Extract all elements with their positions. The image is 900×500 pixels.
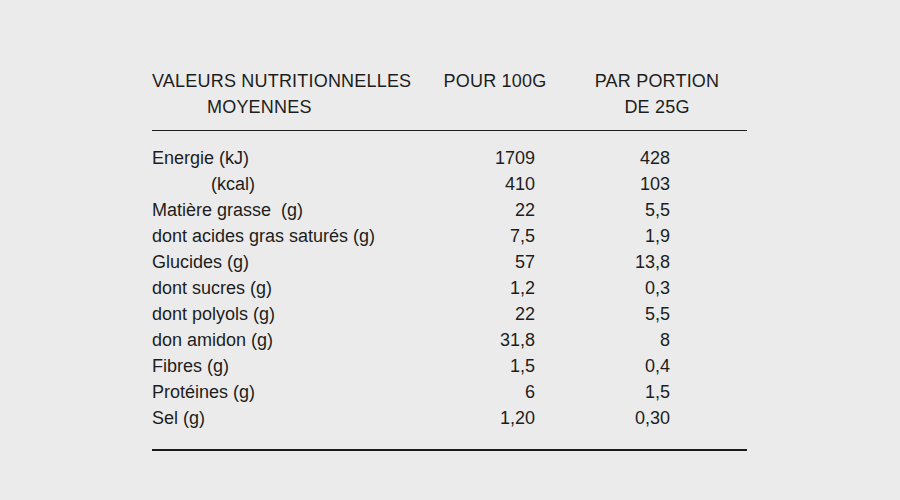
header-values-line2: MOYENNES xyxy=(152,94,430,120)
header-per-portion-line2: DE 25G xyxy=(567,94,747,120)
header-per-portion: PAR PORTION DE 25G xyxy=(560,68,747,120)
value-per-portion: 0,4 xyxy=(560,353,747,379)
value-per-portion: 8 xyxy=(560,327,747,353)
value-per-100g: 1,20 xyxy=(430,405,560,431)
table-row: dont acides gras saturés (g) 7,5 1,9 xyxy=(152,223,747,249)
value-per-portion: 103 xyxy=(560,171,747,197)
table-row: Energie (kJ) 1709 428 xyxy=(152,145,747,171)
row-label: Energie (kJ) xyxy=(152,145,430,171)
table-row: dont sucres (g) 1,2 0,3 xyxy=(152,275,747,301)
value-per-portion: 428 xyxy=(560,145,747,171)
table-row: Glucides (g) 57 13,8 xyxy=(152,249,747,275)
row-label: dont sucres (g) xyxy=(152,275,430,301)
value-per-100g: 22 xyxy=(430,197,560,223)
table-row: Protéines (g) 6 1,5 xyxy=(152,379,747,405)
value-per-100g: 1,2 xyxy=(430,275,560,301)
value-per-portion: 5,5 xyxy=(560,301,747,327)
table-row: don amidon (g) 31,8 8 xyxy=(152,327,747,353)
table-row: Matière grasse (g) 22 5,5 xyxy=(152,197,747,223)
row-label: Protéines (g) xyxy=(152,379,430,405)
value-per-100g: 6 xyxy=(430,379,560,405)
value-per-100g: 1709 xyxy=(430,145,560,171)
value-per-portion: 0,30 xyxy=(560,405,747,431)
value-per-portion: 5,5 xyxy=(560,197,747,223)
table-header: VALEURS NUTRITIONNELLES MOYENNES POUR 10… xyxy=(152,68,747,131)
row-label: Matière grasse (g) xyxy=(152,197,430,223)
value-per-100g: 22 xyxy=(430,301,560,327)
row-label: don amidon (g) xyxy=(152,327,430,353)
value-per-100g: 1,5 xyxy=(430,353,560,379)
value-per-portion: 0,3 xyxy=(560,275,747,301)
value-per-100g: 31,8 xyxy=(430,327,560,353)
value-per-100g: 410 xyxy=(430,171,560,197)
table-row: Sel (g) 1,20 0,30 xyxy=(152,405,747,431)
table-row: Fibres (g) 1,5 0,4 xyxy=(152,353,747,379)
value-per-100g: 7,5 xyxy=(430,223,560,249)
row-label: dont polyols (g) xyxy=(152,301,430,327)
row-label: Glucides (g) xyxy=(152,249,430,275)
row-label: (kcal) xyxy=(152,171,430,197)
table-body: Energie (kJ) 1709 428 (kcal) 410 103 Mat… xyxy=(152,131,747,451)
table-row: dont polyols (g) 22 5,5 xyxy=(152,301,747,327)
header-per-portion-line1: PAR PORTION xyxy=(567,68,747,94)
value-per-100g: 57 xyxy=(430,249,560,275)
value-per-portion: 1,9 xyxy=(560,223,747,249)
page-background: { "colors": { "background": "#ebebeb", "… xyxy=(0,0,900,500)
row-label: dont acides gras saturés (g) xyxy=(152,223,430,249)
table-row: (kcal) 410 103 xyxy=(152,171,747,197)
value-per-portion: 1,5 xyxy=(560,379,747,405)
nutrition-table: VALEURS NUTRITIONNELLES MOYENNES POUR 10… xyxy=(152,68,747,451)
row-label: Sel (g) xyxy=(152,405,430,431)
row-label: Fibres (g) xyxy=(152,353,430,379)
value-per-portion: 13,8 xyxy=(560,249,747,275)
header-values-column: VALEURS NUTRITIONNELLES MOYENNES xyxy=(152,68,430,120)
header-values-line1: VALEURS NUTRITIONNELLES xyxy=(152,68,430,94)
header-per-100g: POUR 100G xyxy=(430,68,560,120)
